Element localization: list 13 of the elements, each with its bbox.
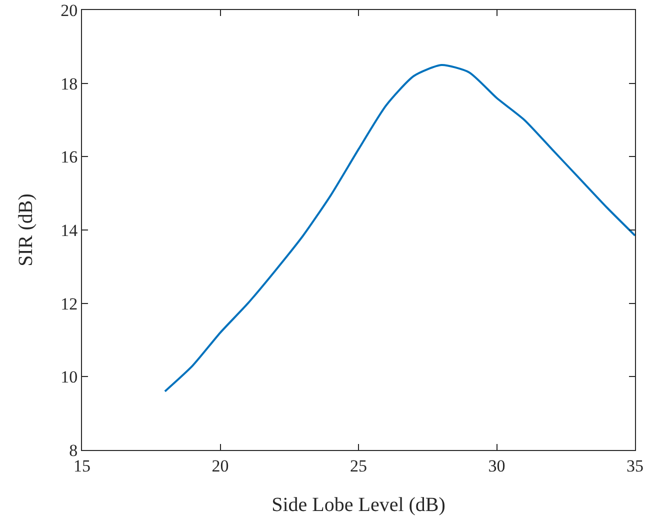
- y-axis-title: SIR (dB): [15, 194, 37, 266]
- x-tick-label: 35: [626, 456, 644, 476]
- y-tick-label: 20: [60, 0, 78, 20]
- y-tick-label: 18: [60, 74, 78, 94]
- line-series: [164, 64, 635, 392]
- y-tick-label: 14: [60, 220, 78, 240]
- x-tick-label: 25: [350, 456, 367, 476]
- y-tick-label: 16: [60, 148, 78, 167]
- x-tick-label: 20: [212, 456, 229, 476]
- y-tick-label: 12: [60, 294, 78, 314]
- x-tick-label: 30: [488, 456, 506, 476]
- y-tick-label: 10: [60, 368, 78, 387]
- x-axis-title: Side Lobe Level (dB): [272, 494, 446, 516]
